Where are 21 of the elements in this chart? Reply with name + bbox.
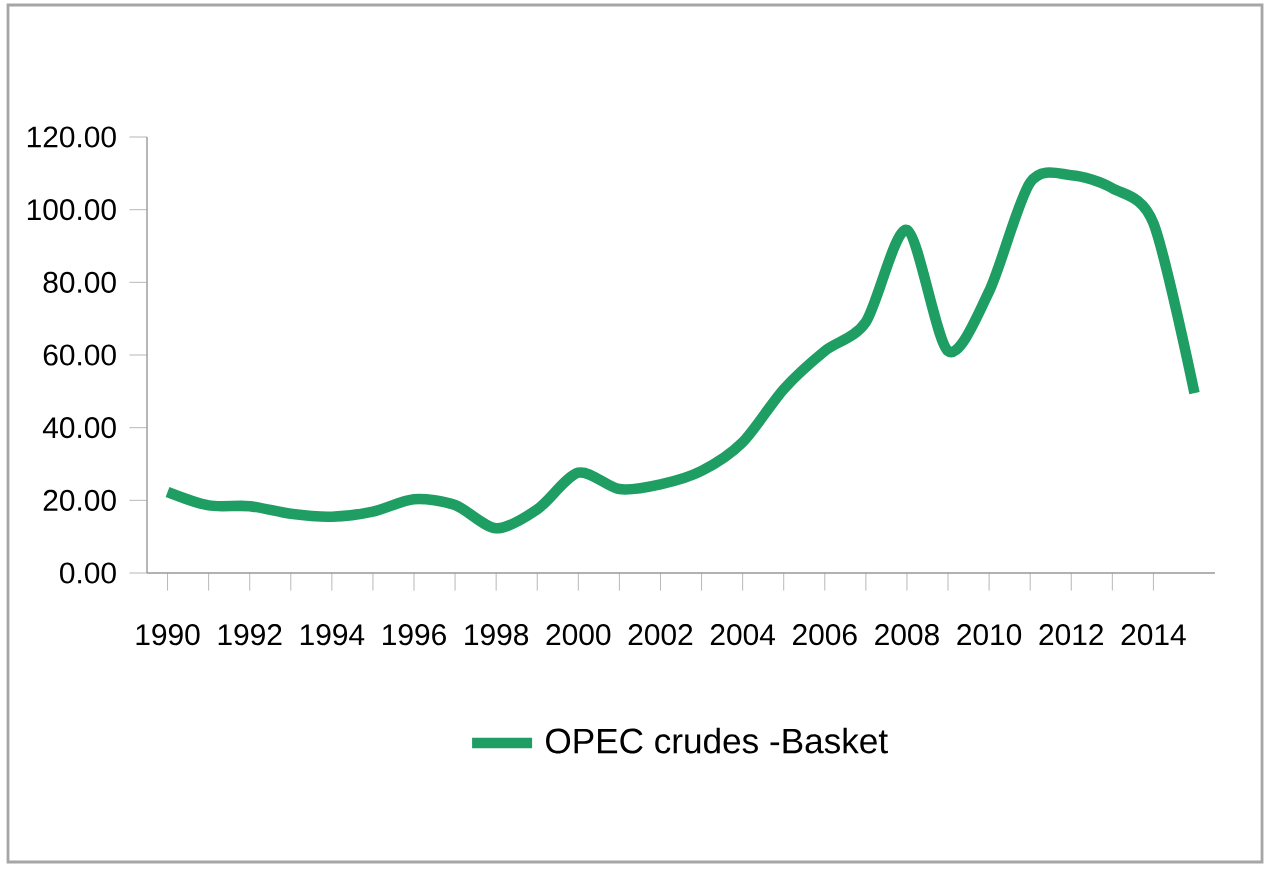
x-tick-label: 2004 xyxy=(710,624,775,646)
x-tick-label: 2014 xyxy=(1121,624,1186,646)
x-tick-label: 1994 xyxy=(300,624,365,646)
y-tick-label: 40.00 xyxy=(42,417,116,439)
x-tick-label: 2008 xyxy=(875,624,939,646)
x-tick-label: 2006 xyxy=(793,624,857,646)
x-tick-label: 1998 xyxy=(465,624,529,646)
x-tick-label: 2002 xyxy=(628,624,693,646)
y-tick-label: 0.00 xyxy=(60,562,116,584)
y-tick-label: 120.00 xyxy=(27,126,116,148)
y-tick-label: 100.00 xyxy=(27,199,116,221)
y-tick-label: 20.00 xyxy=(43,489,116,511)
x-tick-label: 2012 xyxy=(1039,624,1103,646)
x-tick-label: 2010 xyxy=(957,624,1022,646)
x-tick-label: 2000 xyxy=(546,624,611,646)
x-tick-label: 1992 xyxy=(218,624,282,646)
y-tick-label: 60.00 xyxy=(43,344,116,366)
x-tick-label: 1990 xyxy=(136,624,200,646)
y-tick-label: 80.00 xyxy=(43,271,116,293)
legend-label: OPEC crudes -Basket xyxy=(546,727,888,754)
x-tick-label: 1996 xyxy=(383,624,446,646)
